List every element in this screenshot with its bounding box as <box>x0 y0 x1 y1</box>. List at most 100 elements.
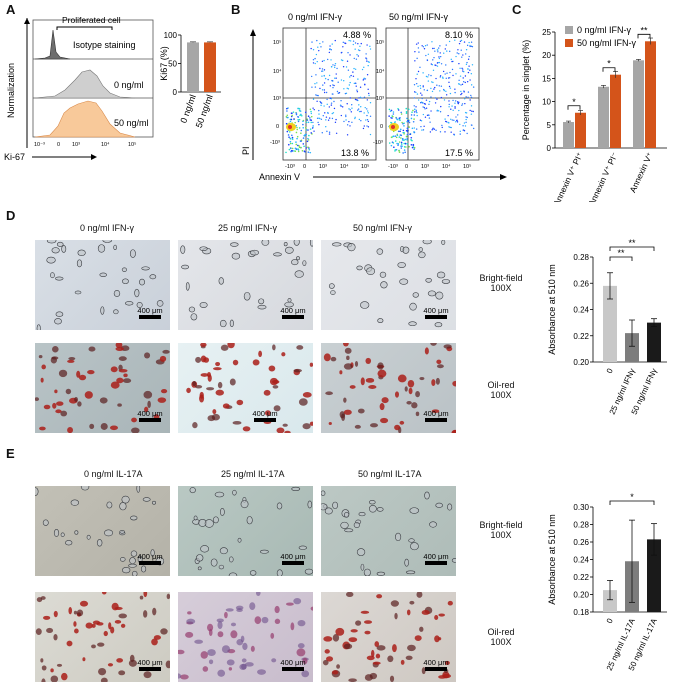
cell <box>76 370 81 378</box>
cell <box>56 401 64 406</box>
flow-event <box>330 102 333 104</box>
flow-event <box>327 112 329 114</box>
cell <box>414 635 422 641</box>
cell <box>435 377 440 385</box>
flow-event <box>321 89 324 91</box>
flow-event <box>328 133 331 135</box>
flow-event <box>325 119 327 121</box>
cell <box>74 397 78 402</box>
flow-event <box>413 97 416 99</box>
flow-event <box>399 130 401 133</box>
cell <box>186 387 191 394</box>
flow-event <box>321 60 324 62</box>
cell <box>73 621 77 627</box>
cell <box>353 522 360 528</box>
cell <box>89 423 95 430</box>
significance-marker: * <box>572 97 576 107</box>
flow-event <box>448 106 450 108</box>
flow-event <box>349 76 351 78</box>
flow-event <box>440 63 443 65</box>
flow-event <box>445 90 447 92</box>
cell <box>213 367 222 371</box>
cell <box>108 622 112 630</box>
flow-event <box>297 148 299 150</box>
cell <box>76 259 83 268</box>
cell <box>435 502 443 508</box>
cell <box>259 549 269 554</box>
cell <box>411 402 418 409</box>
flow-event <box>398 136 401 138</box>
flow-xtick: 10⁵ <box>463 163 471 170</box>
bar-2 <box>647 322 661 362</box>
flow-event <box>467 96 469 99</box>
cell <box>293 240 300 246</box>
cell <box>407 379 415 388</box>
flow-event <box>291 147 294 150</box>
flow-event <box>315 74 317 76</box>
flow-event <box>340 114 343 117</box>
cell <box>368 385 377 390</box>
flow-event <box>353 67 355 70</box>
flow-event <box>434 86 436 89</box>
flow-event <box>366 99 369 101</box>
cell <box>39 426 46 431</box>
ytick-label: 0.26 <box>573 538 589 547</box>
y-axis-label: Ki67 (%) <box>159 46 169 81</box>
flow-event <box>333 84 335 87</box>
flow-event <box>288 136 290 138</box>
flow-event <box>323 105 325 107</box>
flow-event <box>407 108 410 111</box>
flow-event <box>304 126 307 129</box>
flow-event <box>296 135 299 138</box>
flow-event <box>293 150 295 152</box>
cell <box>67 359 75 363</box>
flow-event <box>342 65 345 68</box>
flow-event <box>442 70 445 73</box>
cell <box>50 356 57 364</box>
flow-event <box>331 79 333 82</box>
flow-event <box>408 145 410 148</box>
flow-event <box>401 121 403 124</box>
flow-event <box>444 48 447 50</box>
cell <box>54 389 58 394</box>
cell <box>380 417 389 424</box>
flow-event <box>295 141 297 143</box>
cell <box>406 609 411 616</box>
flow-event <box>323 82 326 84</box>
flow-event <box>297 115 299 118</box>
flow-event <box>290 147 292 150</box>
cell <box>375 653 381 659</box>
cell <box>130 515 138 521</box>
flow-event <box>306 140 309 143</box>
flow-event <box>402 123 404 125</box>
flow-event <box>289 120 292 123</box>
significance-bracket <box>602 67 616 72</box>
cell <box>43 615 51 620</box>
cell <box>53 529 60 537</box>
flow-event <box>469 79 471 81</box>
flow-event <box>416 73 418 75</box>
cell <box>74 628 79 634</box>
cell <box>451 558 456 563</box>
cell <box>61 245 67 253</box>
cell <box>100 422 108 430</box>
flow-event <box>328 74 331 77</box>
scale-bar: 400 μm <box>421 306 451 319</box>
cell <box>143 671 152 679</box>
flow-event <box>436 62 439 64</box>
flow-event <box>437 47 440 49</box>
cell <box>224 611 228 619</box>
flow-event <box>423 89 425 91</box>
significance-marker: * <box>607 59 611 69</box>
flow-event <box>454 88 456 90</box>
flow-event <box>317 46 319 48</box>
flow-event <box>402 152 404 154</box>
cell <box>66 640 73 647</box>
ytick-label: 0.28 <box>573 253 589 262</box>
flow-event <box>317 121 319 124</box>
cell <box>219 547 228 555</box>
flow-event <box>297 118 299 121</box>
label-proliferated: Proliferated cell <box>62 15 121 25</box>
flow-event <box>460 90 462 93</box>
ytick-label: 25 <box>542 28 551 37</box>
